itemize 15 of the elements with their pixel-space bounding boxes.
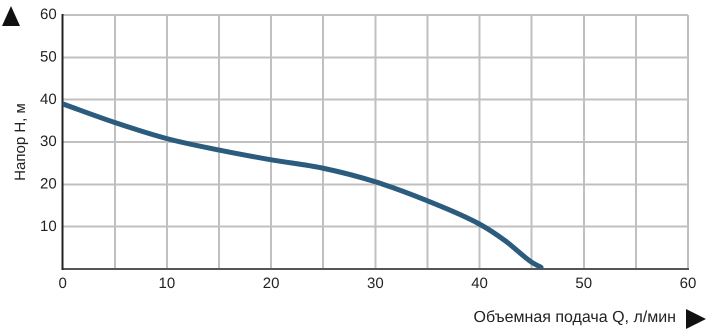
x-tick-label: 30 — [367, 275, 384, 292]
y-tick-label: 40 — [40, 90, 57, 108]
y-tick-label: 10 — [40, 218, 57, 235]
x-tick-label: 10 — [158, 275, 176, 292]
y-tick-label: 60 — [40, 6, 57, 24]
x-tick-label: 50 — [575, 275, 592, 292]
x-axis-title: Объемная подача Q, л/мин — [474, 309, 676, 327]
x-tick-label: 40 — [471, 275, 488, 292]
y-tick-label: 30 — [40, 133, 57, 150]
x-tick-label: 20 — [262, 275, 280, 292]
x-tick-label: 60 — [680, 275, 696, 292]
y-axis-title: Напор H, м — [12, 103, 30, 181]
y-tick-label: 50 — [40, 48, 57, 66]
y-tick-label: 20 — [40, 175, 57, 192]
x-tick-label: 0 — [58, 275, 67, 292]
